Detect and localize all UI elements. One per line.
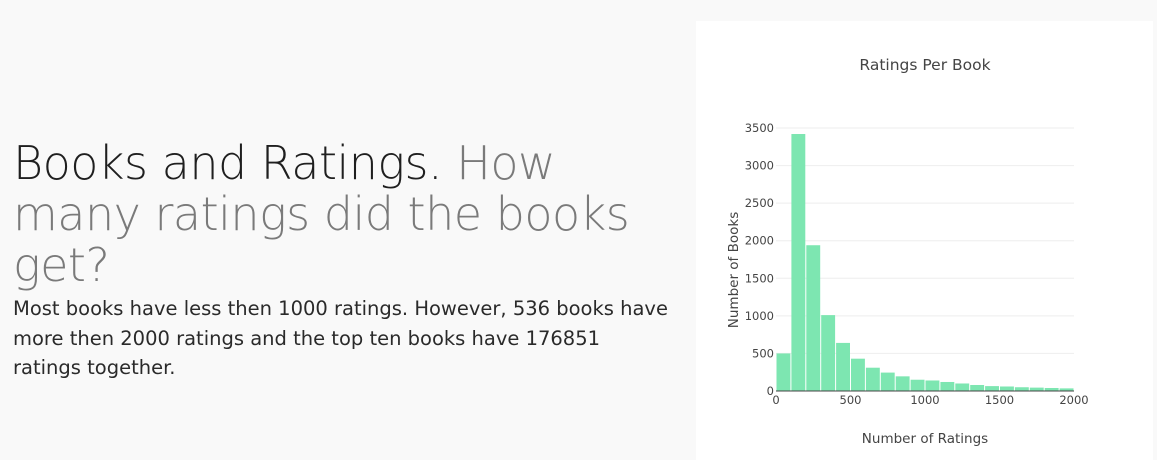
y-tick-label: 1500 xyxy=(745,271,774,285)
x-tick-label: 500 xyxy=(840,393,862,407)
axes: 0 500 1000 1500 2000 2500 3000 3500 0 500 1000 1500… xyxy=(745,121,1089,407)
histogram-bar xyxy=(836,342,850,391)
page-title-muted: How many ratings did the books get? xyxy=(13,136,630,292)
intro-section: Books and Ratings. How many ratings did … xyxy=(13,138,683,383)
intro-paragraph: Most books have less then 1000 ratings. … xyxy=(13,297,668,379)
page-title: Books and Ratings. How many ratings did … xyxy=(13,138,683,291)
histogram-bar xyxy=(985,386,999,391)
histogram-bar xyxy=(1044,387,1059,391)
histogram-bar xyxy=(955,383,970,391)
ratings-histogram: 0 500 1000 1500 2000 2500 3000 3500 0 500 1000 1500… xyxy=(726,56,1089,447)
x-tick-label: 0 xyxy=(772,393,779,407)
y-tick-label: 3000 xyxy=(745,159,774,173)
bars xyxy=(776,134,1074,392)
y-tick-label: 0 xyxy=(767,384,774,398)
y-tick-label: 1000 xyxy=(745,309,774,323)
histogram-bar xyxy=(895,376,910,391)
y-tick-label: 2500 xyxy=(745,196,774,210)
x-axis-title: Number of Ratings xyxy=(862,431,988,447)
x-tick-label: 1000 xyxy=(910,393,939,407)
histogram-bar xyxy=(1059,388,1074,391)
histogram-bar xyxy=(806,245,821,391)
histogram-bar xyxy=(776,353,791,391)
histogram-bar xyxy=(940,381,955,391)
histogram-bar xyxy=(791,134,806,392)
chart-title: Ratings Per Book xyxy=(859,56,990,74)
histogram-bar xyxy=(851,358,865,391)
grid-lines xyxy=(776,127,1074,354)
y-tick-label: 500 xyxy=(752,346,774,360)
histogram-bar xyxy=(925,380,940,391)
x-tick-label: 1500 xyxy=(985,393,1014,407)
histogram-bar xyxy=(1014,387,1029,391)
histogram-bar xyxy=(1029,387,1044,391)
histogram-bar xyxy=(910,379,925,391)
histogram-bar xyxy=(865,367,880,391)
histogram-bar xyxy=(970,384,985,391)
histogram-bar xyxy=(821,315,836,391)
ratings-chart-card: 0 500 1000 1500 2000 2500 3000 3500 0 500 1000 1500… xyxy=(696,21,1153,460)
x-tick-label: 2000 xyxy=(1059,393,1088,407)
y-tick-label: 3500 xyxy=(745,121,774,135)
histogram-bar xyxy=(1000,386,1014,391)
y-axis-title: Number of Books xyxy=(726,212,742,328)
y-tick-label: 2000 xyxy=(745,234,774,248)
page-title-strong: Books and Ratings. xyxy=(13,136,443,190)
histogram-bar xyxy=(880,372,895,391)
